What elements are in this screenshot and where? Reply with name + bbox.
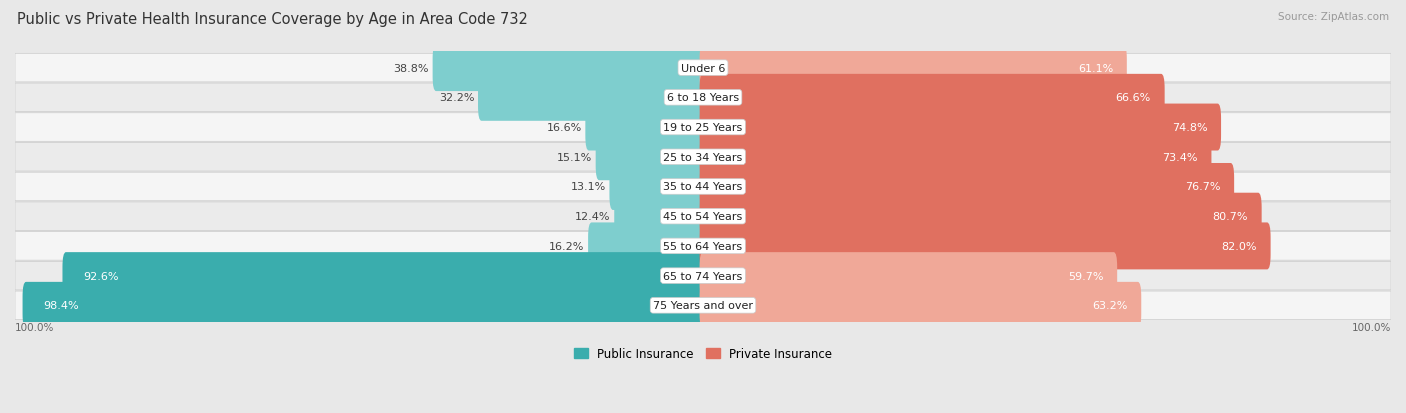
Text: 74.8%: 74.8% <box>1171 123 1208 133</box>
Text: 76.7%: 76.7% <box>1185 182 1220 192</box>
FancyBboxPatch shape <box>700 134 1212 181</box>
Text: 80.7%: 80.7% <box>1212 212 1249 222</box>
FancyBboxPatch shape <box>15 173 1391 201</box>
Text: 55 to 64 Years: 55 to 64 Years <box>664 241 742 251</box>
Text: 75 Years and over: 75 Years and over <box>652 301 754 311</box>
Text: 82.0%: 82.0% <box>1222 241 1257 251</box>
Text: Public vs Private Health Insurance Coverage by Age in Area Code 732: Public vs Private Health Insurance Cover… <box>17 12 527 27</box>
FancyBboxPatch shape <box>15 114 1391 142</box>
Text: 12.4%: 12.4% <box>575 212 610 222</box>
Text: 73.4%: 73.4% <box>1163 152 1198 162</box>
FancyBboxPatch shape <box>15 202 1391 231</box>
FancyBboxPatch shape <box>614 193 706 240</box>
Legend: Public Insurance, Private Insurance: Public Insurance, Private Insurance <box>569 342 837 365</box>
FancyBboxPatch shape <box>700 45 1126 92</box>
Text: 61.1%: 61.1% <box>1078 64 1114 74</box>
Text: 32.2%: 32.2% <box>439 93 475 103</box>
FancyBboxPatch shape <box>585 104 706 151</box>
Text: 19 to 25 Years: 19 to 25 Years <box>664 123 742 133</box>
FancyBboxPatch shape <box>15 54 1391 83</box>
Text: 98.4%: 98.4% <box>44 301 79 311</box>
FancyBboxPatch shape <box>62 252 706 299</box>
Text: 92.6%: 92.6% <box>83 271 118 281</box>
FancyBboxPatch shape <box>700 75 1164 121</box>
Text: 16.6%: 16.6% <box>547 123 582 133</box>
FancyBboxPatch shape <box>22 282 706 329</box>
FancyBboxPatch shape <box>15 84 1391 112</box>
FancyBboxPatch shape <box>609 164 706 211</box>
Text: 15.1%: 15.1% <box>557 152 592 162</box>
Text: 65 to 74 Years: 65 to 74 Years <box>664 271 742 281</box>
Text: 100.0%: 100.0% <box>15 322 55 332</box>
FancyBboxPatch shape <box>700 252 1118 299</box>
FancyBboxPatch shape <box>433 45 706 92</box>
Text: Under 6: Under 6 <box>681 64 725 74</box>
FancyBboxPatch shape <box>700 104 1220 151</box>
Text: 13.1%: 13.1% <box>571 182 606 192</box>
FancyBboxPatch shape <box>15 262 1391 290</box>
Text: Source: ZipAtlas.com: Source: ZipAtlas.com <box>1278 12 1389 22</box>
FancyBboxPatch shape <box>15 232 1391 261</box>
Text: 63.2%: 63.2% <box>1092 301 1128 311</box>
Text: 66.6%: 66.6% <box>1115 93 1152 103</box>
Text: 35 to 44 Years: 35 to 44 Years <box>664 182 742 192</box>
Text: 100.0%: 100.0% <box>1351 322 1391 332</box>
Text: 16.2%: 16.2% <box>550 241 585 251</box>
Text: 45 to 54 Years: 45 to 54 Years <box>664 212 742 222</box>
FancyBboxPatch shape <box>15 291 1391 320</box>
Text: 6 to 18 Years: 6 to 18 Years <box>666 93 740 103</box>
FancyBboxPatch shape <box>700 164 1234 211</box>
FancyBboxPatch shape <box>700 282 1142 329</box>
FancyBboxPatch shape <box>478 75 706 121</box>
Text: 25 to 34 Years: 25 to 34 Years <box>664 152 742 162</box>
FancyBboxPatch shape <box>596 134 706 181</box>
Text: 59.7%: 59.7% <box>1069 271 1104 281</box>
Text: 38.8%: 38.8% <box>394 64 429 74</box>
FancyBboxPatch shape <box>700 223 1271 270</box>
FancyBboxPatch shape <box>700 193 1261 240</box>
FancyBboxPatch shape <box>15 143 1391 172</box>
FancyBboxPatch shape <box>588 223 706 270</box>
